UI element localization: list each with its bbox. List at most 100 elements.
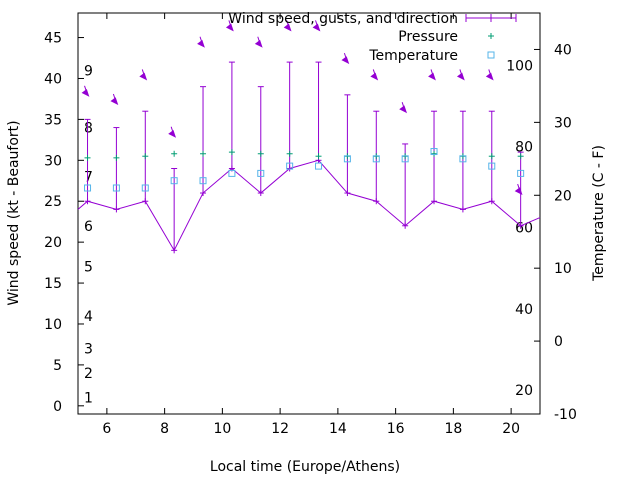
beaufort-label: 9 bbox=[84, 63, 93, 79]
legend-swatch-pressure bbox=[488, 33, 494, 39]
x-tick-label: 12 bbox=[271, 421, 289, 437]
gust-bars bbox=[84, 61, 524, 251]
pressure-point bbox=[84, 154, 91, 161]
y-axis-ticks: 0 5 10 15 20 25 30 35 40 45 bbox=[44, 31, 84, 415]
y-axis-label: Wind speed (kt - Beaufort) bbox=[6, 120, 22, 305]
temperature-point bbox=[430, 148, 438, 156]
wind-direction-arrow bbox=[110, 93, 119, 106]
wind-direction-arrow bbox=[283, 20, 292, 32]
beaufort-label: 5 bbox=[84, 260, 93, 276]
y2-axis-label: Temperature (C - F) bbox=[591, 145, 607, 282]
y-tick-label: 0 bbox=[53, 399, 62, 415]
y2-axis-ticks: -10 0 10 20 30 40 bbox=[534, 42, 577, 423]
wind-speed-point bbox=[431, 198, 438, 205]
wind-direction-arrows bbox=[81, 20, 523, 196]
x-tick-label: 18 bbox=[444, 421, 462, 437]
wind-speed-point bbox=[142, 198, 149, 205]
wind-direction-arrow bbox=[81, 85, 90, 97]
temperature-point bbox=[343, 155, 351, 163]
y2-tick-label: 20 bbox=[554, 188, 572, 204]
pressure-point bbox=[517, 153, 524, 160]
wind-speed-point bbox=[517, 222, 524, 229]
beaufort-label: 7 bbox=[84, 170, 93, 186]
y2-tick-label: 10 bbox=[554, 261, 572, 277]
y-tick-label: 15 bbox=[44, 276, 62, 292]
pressure-point bbox=[315, 153, 322, 160]
wind-speed-point bbox=[286, 165, 293, 172]
y2-tick-label: -10 bbox=[554, 407, 577, 423]
temperature-point bbox=[459, 155, 467, 163]
y-tick-label: 45 bbox=[44, 31, 62, 47]
y-tick-label: 20 bbox=[44, 235, 62, 251]
fahrenheit-label: 20 bbox=[515, 383, 533, 399]
pressure-point bbox=[257, 150, 264, 157]
x-axis-ticks: 6 8 10 12 14 16 18 20 bbox=[102, 13, 520, 437]
wind-direction-arrow bbox=[514, 183, 523, 196]
wind-direction-arrow bbox=[485, 69, 494, 81]
wind-direction-arrow bbox=[428, 69, 436, 81]
legend-label-pressure: Pressure bbox=[398, 29, 458, 45]
wind-speed-point bbox=[200, 190, 207, 197]
fahrenheit-label: 80 bbox=[515, 139, 533, 155]
temperature-point bbox=[488, 162, 496, 170]
x-tick-label: 10 bbox=[213, 421, 231, 437]
beaufort-label: 2 bbox=[84, 366, 93, 382]
wind-speed-point bbox=[488, 198, 495, 205]
y2-tick-label: 0 bbox=[554, 334, 563, 350]
temperature-point bbox=[199, 177, 207, 185]
legend-swatch-temperature bbox=[487, 51, 495, 59]
wind-direction-arrow bbox=[312, 20, 321, 32]
wind-speed-point bbox=[373, 198, 380, 205]
pressure-point bbox=[200, 150, 207, 157]
wind-speed-point bbox=[402, 222, 409, 229]
temperature-point bbox=[170, 177, 178, 185]
beaufort-label: 1 bbox=[84, 391, 93, 407]
wind-direction-arrow bbox=[139, 69, 148, 81]
temperature-point bbox=[401, 155, 409, 163]
x-axis-label: Local time (Europe/Athens) bbox=[210, 459, 400, 475]
wind-speed-point bbox=[257, 190, 264, 197]
fahrenheit-label: 40 bbox=[515, 302, 533, 318]
wind-direction-arrow bbox=[197, 36, 205, 48]
temperature-series bbox=[84, 148, 525, 192]
wind-direction-arrow bbox=[225, 20, 234, 32]
wind-direction-arrow bbox=[399, 102, 408, 114]
legend: Wind speed, gusts, and direction Pressur… bbox=[228, 11, 517, 64]
plot-frame bbox=[77, 12, 541, 415]
wind-speed-point bbox=[344, 190, 351, 197]
temperature-point bbox=[141, 184, 149, 192]
wind-direction-arrow bbox=[370, 69, 379, 81]
wind-speed-point bbox=[171, 247, 178, 254]
fahrenheit-label: 100 bbox=[506, 58, 533, 74]
x-tick-label: 6 bbox=[102, 421, 111, 437]
pressure-point bbox=[488, 153, 495, 160]
wind-direction-arrow bbox=[168, 126, 177, 138]
temperature-point bbox=[517, 169, 525, 177]
y-tick-label: 25 bbox=[44, 194, 62, 210]
wind-speed-point bbox=[84, 198, 91, 205]
wind-speed-point bbox=[113, 206, 120, 213]
pressure-series bbox=[84, 149, 524, 161]
y2-tick-label: 30 bbox=[554, 115, 572, 131]
wind-speed-point bbox=[459, 206, 466, 213]
wind-speed-line bbox=[77, 159, 541, 252]
wind-direction-arrow bbox=[341, 52, 350, 65]
x-tick-label: 8 bbox=[160, 421, 169, 437]
wind-speed-series bbox=[77, 157, 541, 254]
temperature-point bbox=[257, 169, 265, 177]
pressure-point bbox=[228, 149, 235, 156]
x-tick-label: 20 bbox=[502, 421, 520, 437]
y-tick-label: 5 bbox=[53, 358, 62, 374]
temperature-point bbox=[112, 184, 120, 192]
beaufort-label: 8 bbox=[84, 121, 93, 137]
y-tick-label: 10 bbox=[44, 317, 62, 333]
wind-direction-arrow bbox=[456, 69, 465, 81]
pressure-point bbox=[286, 150, 293, 157]
x-tick-label: 14 bbox=[329, 421, 347, 437]
pressure-point bbox=[431, 150, 438, 157]
temperature-point bbox=[286, 162, 294, 170]
beaufort-label: 3 bbox=[84, 342, 93, 358]
temperature-point bbox=[315, 162, 323, 170]
